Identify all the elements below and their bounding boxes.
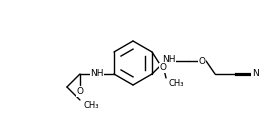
Text: O: O xyxy=(160,63,167,72)
Text: N: N xyxy=(252,70,259,79)
Text: O: O xyxy=(198,56,205,65)
Text: CH₃: CH₃ xyxy=(83,100,99,110)
Text: O: O xyxy=(76,88,83,96)
Text: CH₃: CH₃ xyxy=(168,79,184,88)
Text: NH: NH xyxy=(162,55,176,63)
Text: NH: NH xyxy=(90,70,104,79)
